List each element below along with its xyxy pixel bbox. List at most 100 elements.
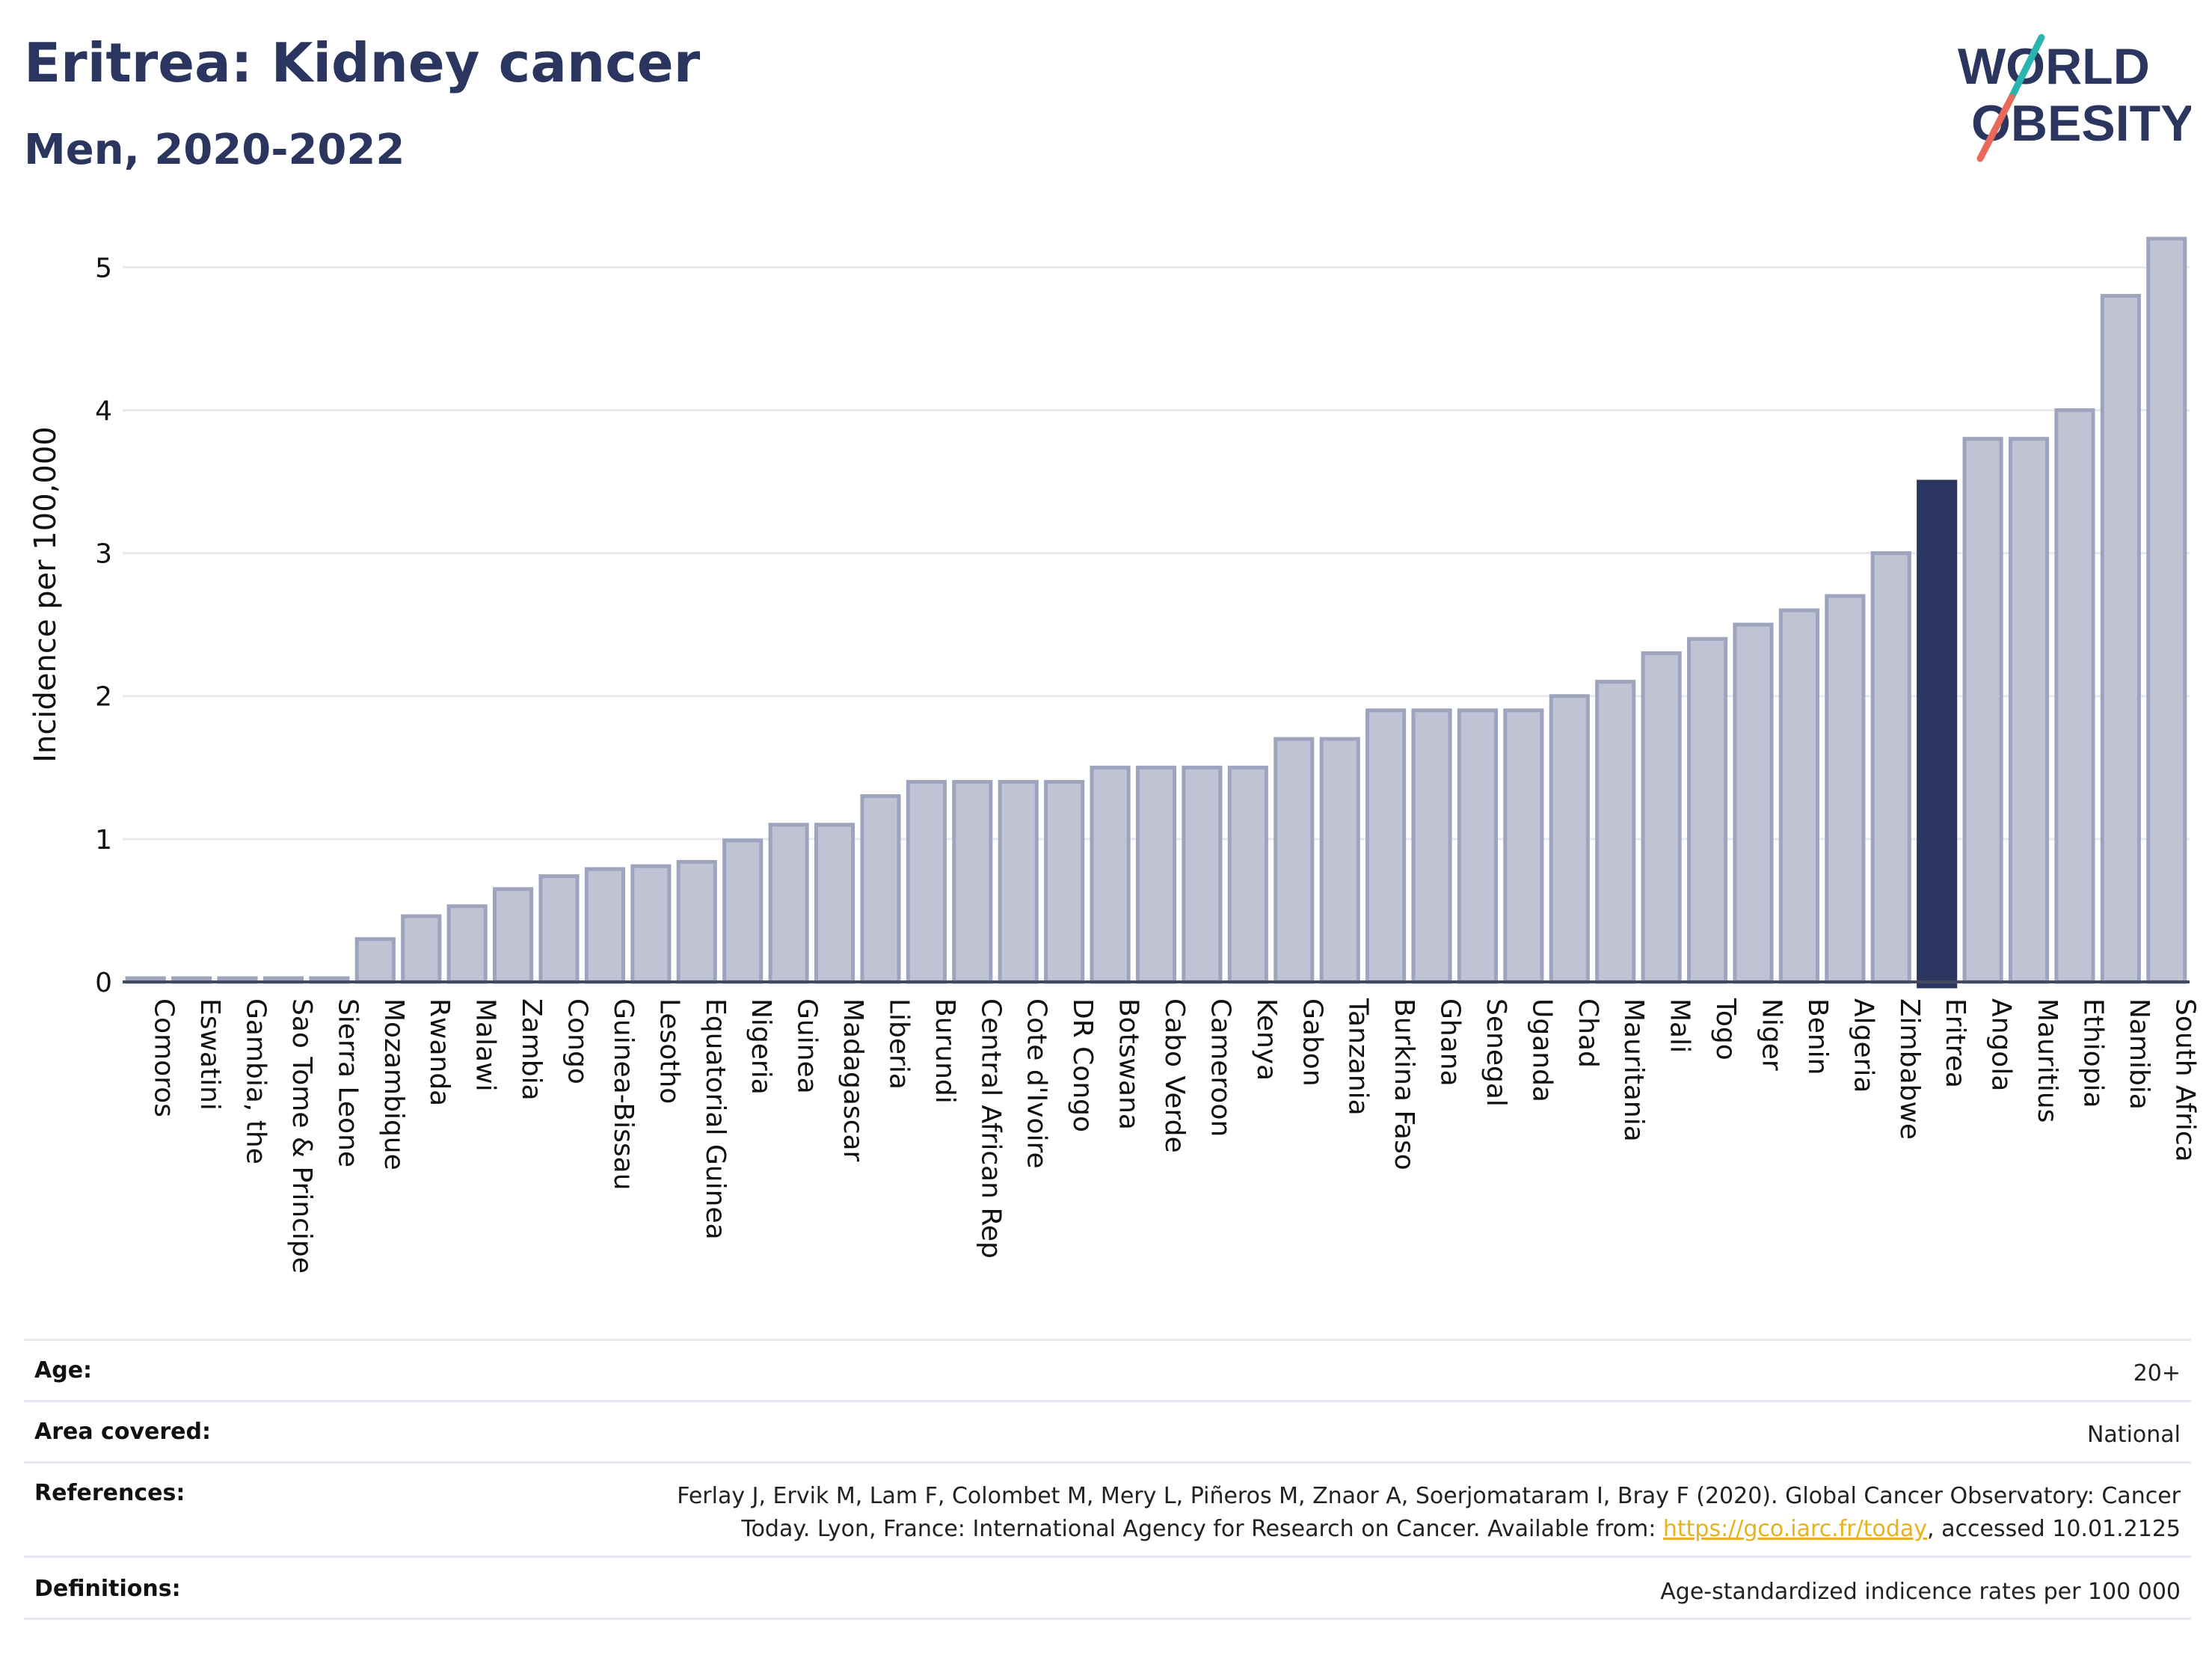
x-tick-label: Rwanda [424,998,455,1106]
bar-chad[interactable] [1549,694,1590,984]
bar-zambia[interactable] [493,887,534,984]
age-label: Age: [34,1357,93,1384]
x-tick-label: Zimbabwe [1894,998,1925,1140]
bar-eritrea[interactable] [1917,479,1958,989]
x-tick-label: Mozambique [378,998,409,1170]
references-value: Ferlay J, Ervik M, Lam F, Colombet M, Me… [677,1480,2191,1545]
x-tick-label: Ghana [1435,998,1466,1087]
x-tick-label: Congo [562,998,593,1084]
y-tick-label: 2 [95,682,112,713]
x-tick-label: Angola [1986,998,2017,1091]
bar-lesotho[interactable] [630,864,672,984]
bar-guinea[interactable] [768,823,809,984]
bar-ghana[interactable] [1411,708,1452,984]
x-tick-label: Central African Rep [975,998,1006,1259]
x-tick-label: Comoros [149,998,179,1117]
page-subtitle: Men, 2020-2022 [24,126,405,174]
x-tick-label: Mauritania [1618,998,1649,1142]
x-tick-label: Nigeria [746,998,776,1095]
x-tick-label: Algeria [1848,998,1878,1093]
bar-mauritania[interactable] [1595,680,1636,984]
x-tick-label: Gambia, the [241,998,271,1164]
y-axis-label: Incidence per 100,000 [28,426,63,763]
x-tick-label: Namibia [2124,998,2154,1110]
bar-senegal[interactable] [1457,708,1499,984]
bar-nigeria[interactable] [722,838,764,984]
bars [125,236,2187,989]
bar-south-africa[interactable] [2146,236,2187,984]
bar-namibia[interactable] [2100,294,2141,984]
bar-niger[interactable] [1733,622,1774,984]
info-row-references: References: Ferlay J, Ervik M, Lam F, Co… [24,1461,2191,1556]
bar-gabon[interactable] [1274,737,1315,984]
x-tick-label: Benin [1802,998,1833,1075]
x-tick-label: Senegal [1481,998,1511,1107]
x-tick-label: Guinea-Bissau [608,998,639,1191]
x-tick-label: Cote d'Ivoire [1021,998,1052,1169]
bar-liberia[interactable] [860,794,901,984]
bar-togo[interactable] [1686,636,1728,984]
x-tick-label: Equatorial Guinea [700,998,731,1240]
area-label: Area covered: [34,1419,211,1445]
y-tick-label: 5 [95,253,112,283]
x-tick-label: Malawi [470,998,501,1092]
bar-ethiopia[interactable] [2054,408,2095,984]
bar-cabo-verde[interactable] [1135,765,1177,984]
x-tick-label: South Africa [2169,998,2200,1162]
bar-uganda[interactable] [1503,708,1544,984]
x-tick-label: Lesotho [654,998,684,1104]
bar-dr-congo[interactable] [1044,779,1085,984]
info-row-definitions: Definitions: Age-standardized indicence … [24,1556,2191,1620]
x-tick-label: Sierra Leone [332,998,363,1167]
bar-cameroon[interactable] [1182,765,1223,984]
x-tick-label: Niger [1756,998,1787,1071]
x-tick-label: Gabon [1297,998,1327,1087]
bar-guinea-bissau[interactable] [584,867,626,984]
y-tick-label: 0 [95,968,112,998]
bar-kenya[interactable] [1227,765,1268,984]
x-tick-label: Guinea [792,998,823,1094]
bar-mozambique[interactable] [354,937,396,984]
bar-central-african-rep[interactable] [952,779,993,984]
x-tick-label: Mauritius [2032,998,2062,1123]
info-table: Age: 20+ Area covered: National Referenc… [24,1339,2191,1620]
y-tick-labels: 0 1 2 3 4 5 [95,253,112,998]
y-tick-label: 1 [95,825,112,856]
bar-madagascar[interactable] [814,823,855,984]
bar-algeria[interactable] [1825,594,1866,984]
logo-slash-top [2008,34,2045,101]
references-line2-pre: Today. Lyon, France: International Agenc… [741,1515,1663,1542]
info-row-age: Age: 20+ [24,1339,2191,1400]
references-link[interactable]: https://gco.iarc.fr/today [1662,1515,1928,1542]
page-title: Eritrea: Kidney cancer [24,31,701,94]
bar-burkina-faso[interactable] [1365,708,1407,984]
x-tick-label: Liberia [883,998,914,1090]
bar-botswana[interactable] [1090,765,1131,984]
bar-benin[interactable] [1778,608,1819,984]
bar-burundi[interactable] [906,779,947,984]
x-tick-label: Burkina Faso [1389,998,1419,1170]
bar-equatorial-guinea[interactable] [676,859,717,984]
references-line1: Ferlay J, Ervik M, Lam F, Colombet M, Me… [677,1483,2181,1509]
x-tick-label: Mali [1665,998,1695,1053]
x-tick-label: Kenya [1251,998,1282,1081]
bar-chart: 0 1 2 3 4 5 Comoros Eswatini Gambia, the Sao Tom… [28,236,2200,1274]
bar-tanzania[interactable] [1319,737,1360,984]
bar-cote-d-ivoire[interactable] [998,779,1039,984]
x-tick-label: Madagascar [838,998,868,1162]
x-tick-label: Zambia [516,998,547,1101]
x-tick-label: Uganda [1526,998,1557,1102]
x-tick-label: Tanzania [1343,998,1374,1116]
info-row-area: Area covered: National [24,1400,2191,1461]
definitions-value: Age-standardized indicence rates per 100… [1660,1579,2181,1605]
bar-mali[interactable] [1641,651,1682,984]
bar-congo[interactable] [538,874,580,984]
bar-angola[interactable] [1962,437,2003,984]
x-tick-label: Chad [1573,998,1603,1068]
bar-mauritius[interactable] [2008,437,2050,984]
x-tick-label: Cameroon [1205,998,1235,1137]
x-tick-label: Botswana [1113,998,1144,1130]
bar-zimbabwe[interactable] [1870,551,1911,984]
bar-rwanda[interactable] [401,914,442,984]
bar-malawi[interactable] [446,904,488,984]
